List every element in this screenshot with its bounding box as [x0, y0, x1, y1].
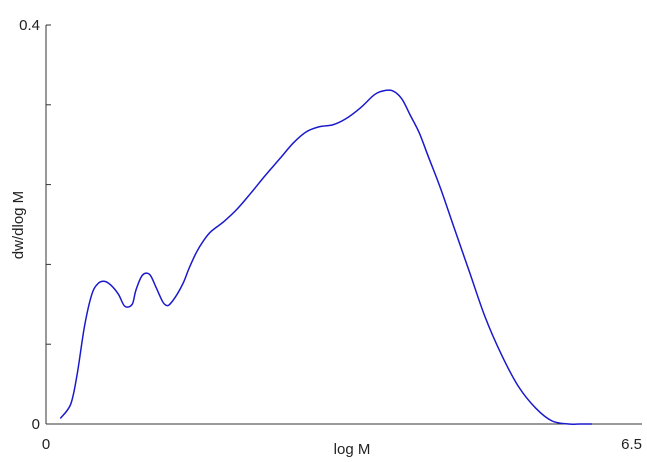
y-axis-label: dw/dlog M — [10, 191, 27, 259]
tick-labels: 0 0.4 0 6.5 — [19, 17, 642, 453]
y-tick-label: 0 — [32, 416, 40, 433]
axes — [45, 25, 642, 425]
y-tick-label: 0.4 — [19, 17, 40, 34]
series-line — [59, 89, 593, 425]
tick-marks — [46, 24, 51, 425]
x-axis-label: log M — [334, 441, 371, 457]
x-tick-label: 0 — [42, 436, 50, 453]
x-tick-label: 6.5 — [621, 436, 642, 453]
